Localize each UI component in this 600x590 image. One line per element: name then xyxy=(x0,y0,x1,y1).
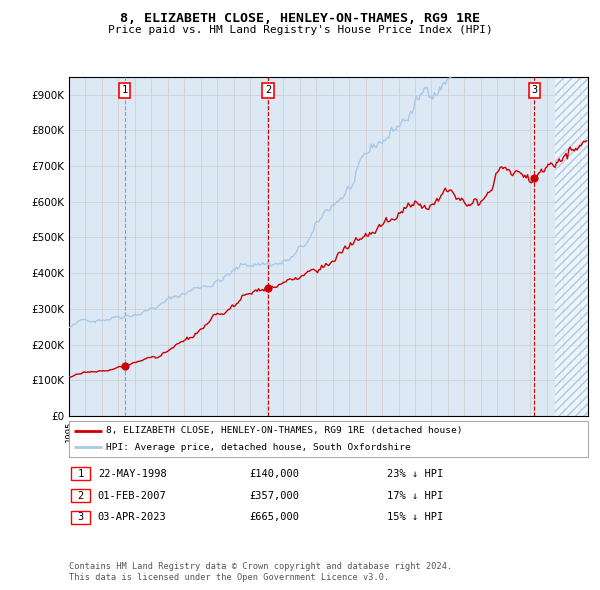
Text: HPI: Average price, detached house, South Oxfordshire: HPI: Average price, detached house, Sout… xyxy=(106,442,411,451)
Text: 1: 1 xyxy=(122,85,128,95)
Text: £140,000: £140,000 xyxy=(249,469,299,478)
Point xyxy=(530,174,539,183)
Text: 8, ELIZABETH CLOSE, HENLEY-ON-THAMES, RG9 1RE (detached house): 8, ELIZABETH CLOSE, HENLEY-ON-THAMES, RG… xyxy=(106,427,463,435)
Text: £357,000: £357,000 xyxy=(249,491,299,500)
Text: This data is licensed under the Open Government Licence v3.0.: This data is licensed under the Open Gov… xyxy=(69,573,389,582)
Text: £665,000: £665,000 xyxy=(249,513,299,522)
Point xyxy=(263,284,273,293)
Text: 8, ELIZABETH CLOSE, HENLEY-ON-THAMES, RG9 1RE: 8, ELIZABETH CLOSE, HENLEY-ON-THAMES, RG… xyxy=(120,12,480,25)
Text: 1: 1 xyxy=(77,469,83,478)
Text: 01-FEB-2007: 01-FEB-2007 xyxy=(98,491,167,500)
Text: 23% ↓ HPI: 23% ↓ HPI xyxy=(387,469,443,478)
Text: 2: 2 xyxy=(265,85,271,95)
Text: 22-MAY-1998: 22-MAY-1998 xyxy=(98,469,167,478)
Text: 15% ↓ HPI: 15% ↓ HPI xyxy=(387,513,443,522)
Bar xyxy=(555,77,588,416)
Text: 3: 3 xyxy=(532,85,538,95)
Point xyxy=(120,361,130,371)
Text: Contains HM Land Registry data © Crown copyright and database right 2024.: Contains HM Land Registry data © Crown c… xyxy=(69,562,452,571)
Bar xyxy=(555,77,588,416)
Text: 2: 2 xyxy=(77,491,83,500)
Text: 3: 3 xyxy=(77,513,83,522)
Text: 17% ↓ HPI: 17% ↓ HPI xyxy=(387,491,443,500)
Text: 03-APR-2023: 03-APR-2023 xyxy=(98,513,167,522)
Text: Price paid vs. HM Land Registry's House Price Index (HPI): Price paid vs. HM Land Registry's House … xyxy=(107,25,493,35)
